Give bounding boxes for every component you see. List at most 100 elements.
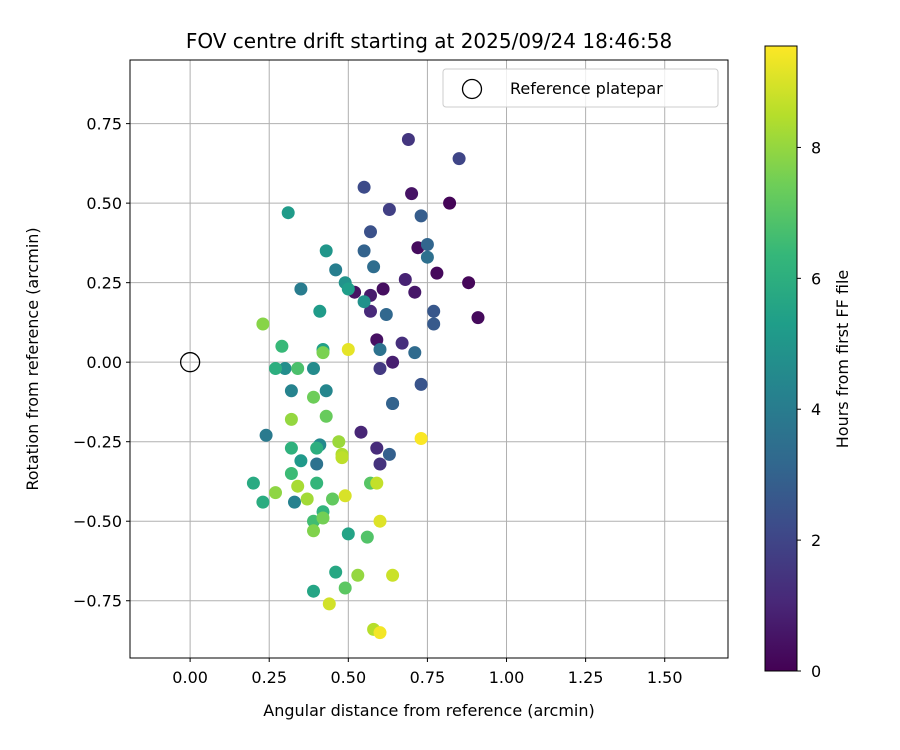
x-tick-label: 1.50 [647, 668, 683, 687]
colorbar-tick-label: 8 [811, 138, 821, 157]
data-point [313, 304, 327, 318]
colorbar-ticks: 0 2 4 6 8 [797, 138, 821, 681]
data-point [443, 196, 457, 210]
data-point [373, 343, 387, 356]
data-point [408, 346, 422, 360]
data-point [281, 206, 295, 220]
data-point [386, 355, 400, 369]
x-axis-label: Angular distance from reference (arcmin) [263, 701, 594, 720]
data-point [291, 479, 305, 493]
data-point [319, 244, 333, 258]
data-point [329, 263, 343, 277]
data-point [386, 397, 400, 410]
data-point [357, 295, 371, 309]
x-tick-label: 1.25 [568, 668, 604, 687]
colorbar-tick-label: 4 [811, 400, 821, 419]
data-point [462, 276, 476, 290]
data-point [373, 514, 387, 528]
data-point [373, 362, 387, 375]
x-tick-label: 0.25 [251, 668, 287, 687]
data-point [294, 454, 308, 468]
data-point [326, 492, 339, 506]
grid [130, 60, 728, 658]
reference-platepar-marker [179, 352, 201, 373]
y-tick-label: 0.75 [86, 115, 122, 134]
data-point [310, 457, 324, 471]
data-point [405, 187, 419, 201]
data-point [284, 467, 298, 480]
data-point [284, 384, 298, 398]
chart-title: FOV centre drift starting at 2025/09/24 … [186, 29, 672, 53]
x-tick-label: 1.00 [489, 668, 525, 687]
data-point [307, 362, 320, 375]
data-point [386, 568, 400, 582]
data-point [294, 282, 308, 296]
data-point [420, 238, 434, 251]
data-point [338, 581, 352, 595]
data-point [401, 133, 415, 146]
data-point [373, 457, 387, 471]
data-point [335, 451, 349, 465]
data-point [357, 180, 371, 194]
data-point [269, 362, 282, 375]
data-point [307, 390, 320, 404]
data-point [427, 317, 441, 331]
data-point [338, 489, 352, 503]
data-point [278, 362, 292, 375]
data-point [256, 317, 270, 331]
data-point [395, 336, 409, 350]
legend-box [442, 68, 719, 108]
scatter-points [179, 133, 485, 640]
data-point [284, 412, 298, 426]
data-point [341, 282, 355, 296]
colorbar-tick-label: 2 [811, 531, 821, 550]
data-point [364, 304, 377, 318]
data-point [452, 152, 466, 166]
data-point [288, 495, 301, 509]
data-point [316, 511, 330, 525]
colorbar [764, 45, 798, 672]
data-point [259, 428, 273, 442]
y-tick-label: 0.50 [86, 194, 122, 213]
data-point [370, 441, 384, 455]
data-point [373, 626, 387, 640]
data-point [291, 362, 305, 375]
x-tick-label: 0.75 [410, 668, 446, 687]
data-point [341, 527, 355, 541]
x-tick-label: 0.50 [331, 668, 367, 687]
x-axis-ticks: 0.00 0.25 0.50 0.75 1.00 1.25 1.50 [172, 658, 683, 687]
data-point [379, 308, 393, 321]
data-point [376, 282, 390, 296]
data-point [307, 584, 320, 598]
data-point [382, 447, 396, 461]
y-tick-label: 0.00 [86, 353, 122, 372]
data-point [269, 486, 282, 500]
data-point [370, 476, 384, 490]
colorbar-label: Hours from first FF file [833, 270, 852, 449]
y-axis-label: Rotation from reference (arcmin) [23, 227, 42, 490]
data-point [246, 476, 260, 490]
colorbar-tick-label: 6 [811, 269, 821, 288]
data-point [408, 285, 422, 299]
y-axis-ticks: −0.75 −0.50 −0.25 0.00 0.25 0.50 0.75 [73, 115, 130, 611]
y-tick-label: −0.25 [73, 433, 122, 452]
data-point [316, 346, 330, 360]
colorbar-tick-label: 0 [811, 662, 821, 681]
data-point [367, 260, 381, 274]
legend: Reference platepar [442, 68, 719, 108]
data-point [275, 339, 289, 353]
data-point [351, 568, 365, 582]
data-point [471, 311, 485, 325]
data-point [414, 209, 428, 223]
data-point [430, 266, 444, 280]
data-point [427, 304, 441, 318]
data-point [398, 273, 412, 286]
data-point [284, 441, 298, 455]
data-point [322, 597, 336, 611]
data-point [329, 565, 343, 579]
legend-reference-marker-icon [461, 78, 483, 100]
data-point [256, 495, 270, 509]
data-point [300, 492, 314, 506]
y-tick-label: −0.75 [73, 592, 122, 611]
